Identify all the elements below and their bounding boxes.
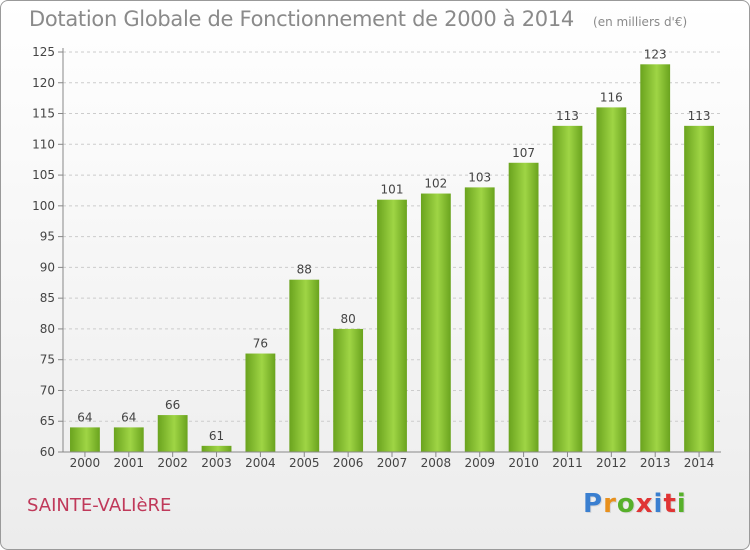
y-tick-label: 70 <box>40 383 55 397</box>
y-tick-label: 105 <box>32 168 55 182</box>
bar-2014 <box>684 125 714 452</box>
y-tick-label: 95 <box>40 230 55 244</box>
data-label-2012: 116 <box>600 90 623 104</box>
data-label-2014: 113 <box>688 109 711 123</box>
logo-letter: o <box>616 489 636 519</box>
bar-2012 <box>596 107 627 452</box>
x-tick-label: 2012 <box>596 456 627 470</box>
bar-2010 <box>508 162 539 452</box>
bar-2007 <box>377 199 407 452</box>
x-tick-label: 2001 <box>114 456 145 470</box>
y-tick-label: 90 <box>40 260 55 274</box>
x-tick-label: 2006 <box>333 456 364 470</box>
bar-2003 <box>201 445 232 452</box>
proxiti-logo[interactable]: Proxiti <box>583 489 687 519</box>
data-label-2013: 123 <box>644 47 667 61</box>
x-tick-label: 2003 <box>201 456 232 470</box>
logo-letter: r <box>603 489 617 519</box>
bar-2004 <box>245 353 276 452</box>
data-label-2000: 64 <box>77 410 92 424</box>
commune-name: SAINTE-VALIèRE <box>27 495 172 516</box>
bars <box>70 64 714 453</box>
data-label-2010: 107 <box>512 146 535 160</box>
data-label-2004: 76 <box>253 337 268 351</box>
data-label-2009: 103 <box>468 170 491 184</box>
y-tick-label: 125 <box>32 45 55 59</box>
title-row: Dotation Globale de Fonctionnement de 20… <box>29 7 687 31</box>
x-tick-label: 2002 <box>157 456 188 470</box>
logo-letter: x <box>635 489 654 519</box>
x-tick-label: 2007 <box>377 456 408 470</box>
bar-2013 <box>640 64 671 453</box>
bar-2009 <box>464 187 495 452</box>
data-labels: 64 64 66 61 76 88 80 101 102 103 107 113 116 123 113 <box>77 47 710 443</box>
x-tick-label: 2008 <box>421 456 452 470</box>
chart-title: Dotation Globale de Fonctionnement de 20… <box>29 7 574 31</box>
x-tick-label: 2000 <box>70 456 101 470</box>
bar-2006 <box>333 328 364 452</box>
y-tick-label: 120 <box>32 76 55 90</box>
data-label-2005: 88 <box>297 263 312 277</box>
data-label-2002: 66 <box>165 398 180 412</box>
x-tick-label: 2010 <box>508 456 539 470</box>
chart-unit: (en milliers d'€) <box>593 15 688 29</box>
x-tick-label: 2011 <box>552 456 583 470</box>
bar-2008 <box>420 193 451 453</box>
data-label-2007: 101 <box>381 183 404 197</box>
logo-letter: t <box>663 489 677 519</box>
y-tick-label: 100 <box>32 199 55 213</box>
y-tick-label: 65 <box>40 414 55 428</box>
logo-letter: P <box>583 489 604 519</box>
y-tick-label: 75 <box>40 353 55 367</box>
y-tick-label: 85 <box>40 291 55 305</box>
bar-2000 <box>70 427 100 452</box>
y-tick-label: 110 <box>32 137 55 151</box>
data-label-2008: 102 <box>424 177 447 191</box>
data-label-2011: 113 <box>556 109 579 123</box>
x-tick-label: 2014 <box>684 456 715 470</box>
bar-2002 <box>157 415 188 452</box>
data-label-2001: 64 <box>121 410 136 424</box>
x-tick-label: 2004 <box>245 456 276 470</box>
bar-2005 <box>289 279 320 452</box>
axes: 60 65 70 75 80 85 90 95 100 105 110 115 120 125 2000 20… <box>32 45 721 470</box>
y-tick-label: 115 <box>32 107 55 121</box>
y-tick-label: 80 <box>40 322 55 336</box>
data-label-2003: 61 <box>209 429 224 443</box>
logo-letter: i <box>676 489 687 519</box>
data-label-2006: 80 <box>340 312 355 326</box>
x-tick-label: 2009 <box>464 456 495 470</box>
bar-2011 <box>552 125 583 452</box>
bar-2001 <box>113 427 144 452</box>
logo-letter: i <box>653 489 664 519</box>
x-tick-label: 2013 <box>640 456 671 470</box>
y-tick-label: 60 <box>40 445 55 459</box>
x-tick-label: 2005 <box>289 456 320 470</box>
